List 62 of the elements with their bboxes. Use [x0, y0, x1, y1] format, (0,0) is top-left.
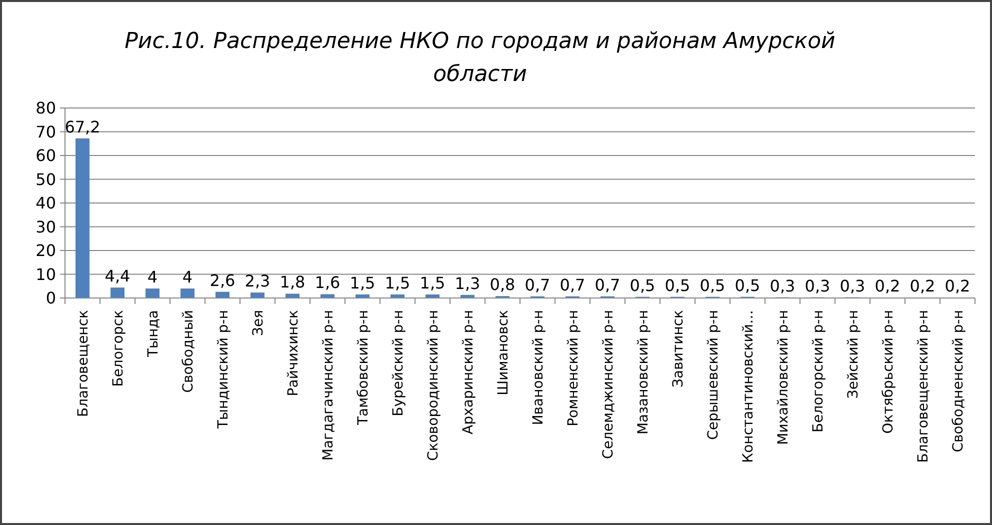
chart-title: Рис.10. Распределение НКО по городам и районам Амурской области [124, 29, 836, 87]
data-label: 1,5 [420, 273, 446, 292]
data-label: 0,8 [490, 275, 516, 294]
x-tick-label: Зейский р-н [845, 310, 862, 399]
x-tick-label: Бурейский р-н [390, 310, 406, 416]
data-label: 0,7 [524, 275, 550, 294]
y-tick-label: 20 [36, 241, 56, 260]
data-label: 1,8 [280, 272, 306, 292]
data-label: 1,3 [454, 274, 480, 293]
x-tick-label: Михайловский р-н [775, 310, 792, 445]
x-tick-label: Зея [250, 310, 266, 336]
x-tick-label: Магдагачинский р-н [320, 310, 336, 461]
data-label: 1,6 [314, 273, 340, 292]
y-tick-label: 70 [36, 122, 56, 142]
data-label: 0,3 [840, 276, 866, 296]
data-label: 0,7 [594, 275, 620, 294]
x-tick-label: Свободный [180, 310, 196, 393]
x-tick-label: Селемджинский р-н [600, 310, 616, 459]
data-label: 2,3 [244, 272, 270, 291]
data-label: 0,5 [700, 276, 726, 295]
data-label: 0,5 [734, 276, 760, 295]
x-tick-label: Мазановский р-н [635, 310, 652, 435]
x-tick-label: Архаринский р-н [460, 310, 476, 434]
data-label: 0,7 [560, 275, 586, 294]
data-label: 0,5 [664, 276, 690, 295]
x-tick-label: Ромненский р-н [565, 310, 582, 426]
x-tick-label: Октябрьский р-н [880, 310, 896, 434]
data-label: 4,4 [104, 266, 130, 286]
x-tick-label: Сковородинский р-н [425, 310, 442, 461]
y-tick-label: 10 [36, 264, 56, 284]
x-tick-label: Райчихинск [285, 310, 302, 396]
data-label: 0,3 [770, 276, 796, 296]
x-tick-label: Свободненский р-н [950, 310, 966, 452]
y-tick-label: 40 [36, 194, 56, 213]
data-label: 1,5 [384, 273, 410, 292]
data-label: 0,2 [874, 276, 900, 296]
data-label: 0,5 [630, 276, 656, 295]
data-label: 0,2 [910, 276, 936, 296]
x-tick-label: Благовещенский р-н [915, 310, 932, 463]
y-tick-label: 50 [36, 170, 56, 189]
data-label: 1,5 [350, 273, 376, 292]
data-label: 4 [182, 268, 193, 286]
x-tick-label: Тамбовский р-н [355, 310, 372, 426]
data-label: 0,2 [944, 276, 970, 296]
y-tick-label: 60 [36, 146, 56, 166]
x-tick-label: Тында [145, 310, 162, 358]
x-tick-label: Благовещенск [75, 310, 92, 418]
x-tick-label: Константиновский… [740, 310, 756, 463]
y-tick-label: 80 [36, 98, 56, 118]
data-label: 0,3 [804, 276, 830, 296]
data-label: 67,2 [64, 117, 100, 136]
data-label: 2,6 [210, 270, 236, 290]
x-tick-label: Белогорск [110, 310, 126, 387]
x-tick-label: Серышевский р-н [705, 310, 722, 440]
y-tick-label: 0 [46, 288, 56, 308]
data-label: 4 [147, 268, 158, 286]
x-tick-label: Ивановский р-н [530, 310, 546, 426]
x-tick-label: Белогорский р-н [810, 310, 826, 432]
y-tick-label: 30 [36, 217, 56, 236]
x-tick-label: Тындинский р-н [215, 310, 232, 430]
x-tick-label: Завитинск [670, 310, 686, 388]
x-tick-label: Шимановск [495, 310, 512, 396]
